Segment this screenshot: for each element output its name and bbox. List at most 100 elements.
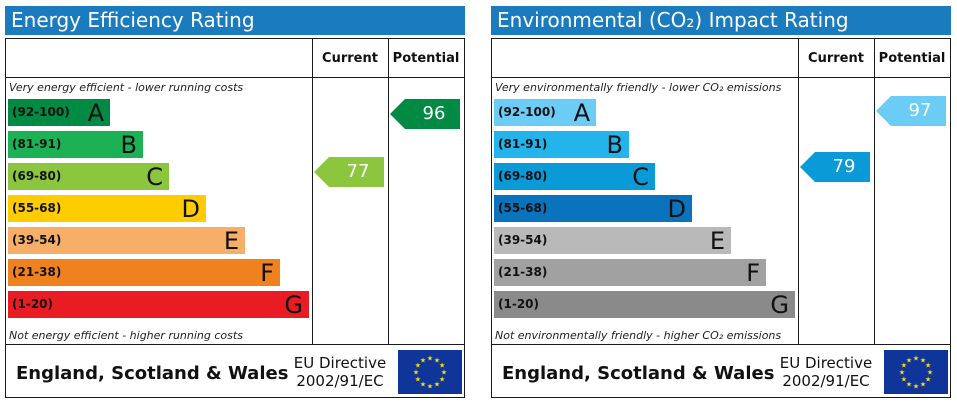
rating-band-d: (55-68) D [8, 195, 206, 223]
band-range-label: (1-20) [12, 297, 53, 311]
rating-band-e: (39-54) E [8, 227, 245, 255]
eu-directive-line2: 2002/91/EC [782, 372, 870, 390]
region-label: England, Scotland & Wales [16, 363, 289, 384]
band-range-label: (21-38) [498, 265, 548, 279]
eu-star-icon: ★ [420, 381, 426, 389]
eu-star-icon: ★ [420, 356, 426, 364]
rating-band-e: (39-54) E [494, 227, 731, 255]
current-rating-value: 79 [832, 155, 856, 177]
band-letter: E [709, 227, 725, 255]
bottom-note: Not energy efficient - higher running co… [9, 329, 243, 342]
region-label: England, Scotland & Wales [502, 363, 775, 384]
eu-star-icon: ★ [415, 362, 421, 370]
column-divider [312, 39, 313, 344]
rating-band-f: (21-38) F [494, 259, 766, 287]
bottom-note: Not environmentally friendly - higher CO… [495, 329, 782, 342]
band-range-label: (69-80) [12, 169, 62, 183]
eu-star-icon: ★ [927, 369, 933, 377]
band-letter: C [146, 163, 163, 191]
band-range-label: (39-54) [12, 233, 62, 247]
potential-column-header: Potential [878, 51, 946, 66]
footer-divider [492, 344, 950, 345]
column-divider [874, 39, 875, 344]
current-rating-arrow: 79 [800, 151, 870, 182]
rating-band-g: (1-20) G [494, 291, 795, 319]
top-note: Very environmentally friendly - lower CO… [495, 81, 782, 94]
energy-efficiency-panel: Energy Efficiency Rating Current Potenti… [5, 6, 465, 398]
rating-band-g: (1-20) G [8, 291, 309, 319]
environmental-impact-panel: Environmental (CO₂) Impact Rating Curren… [491, 6, 951, 398]
band-letter: G [284, 291, 303, 319]
eu-star-icon: ★ [899, 369, 905, 377]
panel-title: Energy Efficiency Rating [5, 6, 465, 35]
panel-title: Environmental (CO₂) Impact Rating [491, 6, 951, 35]
potential-rating-value: 96 [422, 103, 446, 124]
rating-band-d: (55-68) D [494, 195, 692, 223]
rating-band-c: (69-80) C [494, 163, 655, 191]
eu-star-icon: ★ [913, 355, 919, 363]
header-divider [6, 77, 464, 78]
band-range-label: (69-80) [498, 169, 548, 183]
current-column-header: Current [808, 51, 864, 66]
band-letter: B [120, 131, 137, 159]
band-range-label: (81-91) [12, 137, 62, 151]
eu-star-icon: ★ [901, 362, 907, 370]
band-letter: G [770, 291, 789, 319]
potential-rating-value: 97 [908, 99, 932, 121]
band-letter: C [632, 163, 649, 191]
eu-star-icon: ★ [920, 356, 926, 364]
top-note: Very energy efficient - lower running co… [9, 81, 244, 94]
eu-star-icon: ★ [427, 355, 433, 363]
band-letter: D [667, 195, 686, 223]
band-letter: F [746, 259, 760, 287]
eu-star-icon: ★ [920, 381, 926, 389]
rating-band-a: (92-100) A [8, 99, 110, 127]
rating-band-a: (92-100) A [494, 99, 596, 127]
eu-directive: EU Directive 2002/91/EC [286, 354, 394, 390]
eu-star-icon: ★ [413, 369, 419, 377]
footer-divider [6, 344, 464, 345]
eu-star-icon: ★ [427, 383, 433, 391]
rating-band-b: (81-91) B [8, 131, 143, 159]
eu-star-icon: ★ [913, 383, 919, 391]
eu-star-icon: ★ [434, 381, 440, 389]
eu-star-icon: ★ [901, 376, 907, 384]
band-letter: D [181, 195, 200, 223]
rating-table: Current Potential Very environmentally f… [491, 38, 951, 398]
potential-column-header: Potential [392, 51, 460, 66]
eu-star-icon: ★ [439, 362, 445, 370]
band-letter: B [606, 131, 623, 159]
band-letter: F [260, 259, 274, 287]
eu-star-icon: ★ [434, 356, 440, 364]
band-letter: E [223, 227, 239, 255]
rating-band-f: (21-38) F [8, 259, 280, 287]
rating-band-b: (81-91) B [494, 131, 629, 159]
band-range-label: (92-100) [12, 105, 70, 119]
column-divider [388, 39, 389, 344]
potential-rating-arrow: 96 [390, 99, 460, 129]
band-range-label: (1-20) [498, 297, 539, 311]
eu-directive-line1: EU Directive [293, 354, 387, 372]
eu-star-icon: ★ [439, 376, 445, 384]
potential-rating-arrow: 97 [876, 95, 946, 126]
eu-flag-icon: ★ ★ ★ ★ ★ ★ ★ ★ ★ ★ ★ ★ [398, 350, 462, 394]
band-letter: A [573, 99, 590, 127]
band-letter: A [87, 99, 104, 127]
band-range-label: (55-68) [498, 201, 548, 215]
eu-star-icon: ★ [906, 356, 912, 364]
eu-star-icon: ★ [441, 369, 447, 377]
band-range-label: (81-91) [498, 137, 548, 151]
current-rating-value: 77 [346, 160, 370, 182]
eu-flag-icon: ★ ★ ★ ★ ★ ★ ★ ★ ★ ★ ★ ★ [884, 350, 948, 394]
eu-star-icon: ★ [925, 376, 931, 384]
eu-star-icon: ★ [415, 376, 421, 384]
header-divider [492, 77, 950, 78]
rating-table: Current Potential Very energy efficient … [5, 38, 465, 398]
band-range-label: (39-54) [498, 233, 548, 247]
eu-star-icon: ★ [906, 381, 912, 389]
band-range-label: (92-100) [498, 105, 556, 119]
current-column-header: Current [322, 51, 378, 66]
band-range-label: (21-38) [12, 265, 62, 279]
band-range-label: (55-68) [12, 201, 62, 215]
eu-star-icon: ★ [925, 362, 931, 370]
